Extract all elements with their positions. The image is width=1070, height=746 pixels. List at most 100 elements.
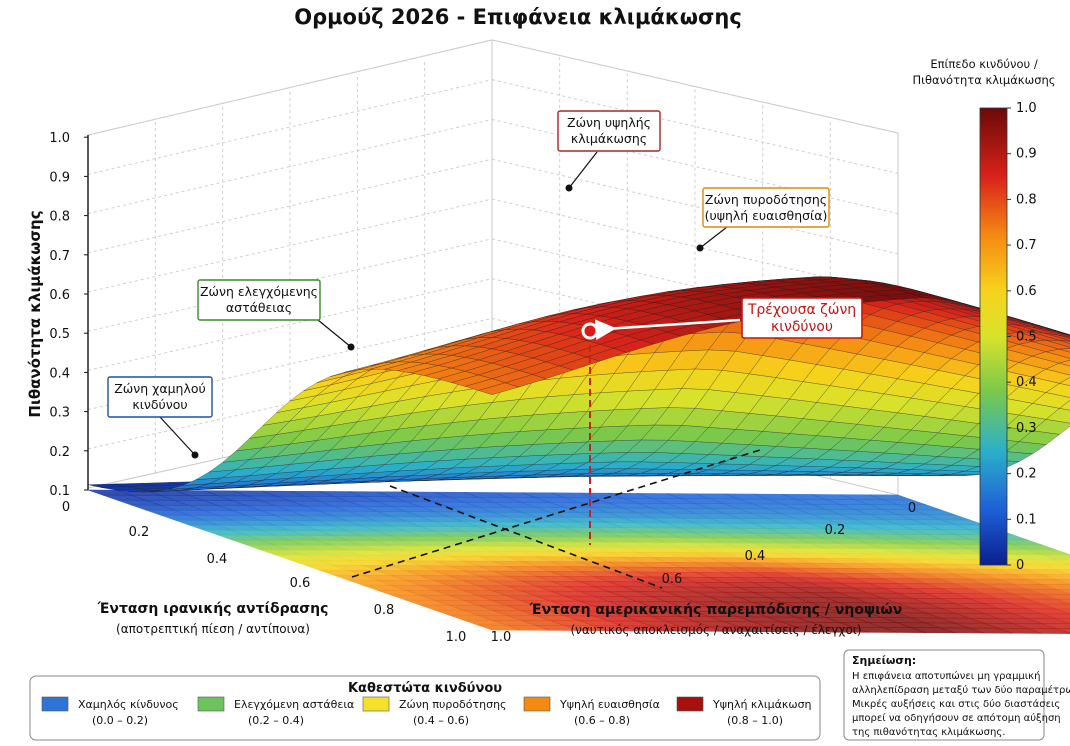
surface-cell (1045, 329, 1070, 338)
surface-cell (1058, 377, 1070, 386)
annotation-low: Ζώνη χαμηλού κινδύνου (107, 376, 213, 459)
x-axis-title: Ένταση ιρανικής αντίδρασης (97, 601, 329, 617)
floor-cell (1041, 593, 1070, 600)
surface-cell (1059, 348, 1070, 353)
svg-text:Υψηλή κλιμάκωση: Υψηλή κλιμάκωση (712, 698, 812, 711)
floor-cell (1041, 574, 1070, 580)
z-axis: 0.1 0.2 0.3 0.4 0.5 0.6 0.7 0.8 0.9 1.0 Πιθανότητ… (26, 131, 89, 499)
svg-text:κινδύνου: κινδύνου (132, 397, 187, 412)
svg-text:Ζώνη χαμηλού: Ζώνη χαμηλού (114, 381, 206, 396)
z-tick-label: 1.0 (49, 131, 70, 146)
floor-cell (1056, 569, 1070, 575)
floor-cell (1027, 549, 1070, 556)
surface-cell (1045, 348, 1070, 359)
x-tick-label: 0.4 (207, 552, 228, 567)
x-axis-ticks: 0 0.2 0.4 0.6 0.8 1.0 (62, 500, 466, 645)
floor-cell (1056, 559, 1070, 565)
floor-cell (1056, 588, 1070, 595)
colorbar-tick-label: 0.2 (1016, 467, 1037, 482)
svg-text:Υψηλή ευαισθησία: Υψηλή ευαισθησία (559, 698, 660, 711)
z-tick-label: 0.1 (49, 484, 70, 499)
svg-text:(υψηλή ευαισθησία): (υψηλή ευαισθησία) (705, 208, 828, 223)
colorbar-tick-label: 0.4 (1016, 375, 1037, 390)
svg-text:Ζώνη ελεγχόμενης: Ζώνη ελεγχόμενης (200, 284, 318, 299)
surface-cell (1032, 419, 1070, 435)
floor-cell (1042, 564, 1070, 571)
colorbar-tick-label: 0.8 (1016, 192, 1037, 207)
annotation-high: Ζώνη υψηλής κλιμάκωσης (557, 110, 661, 192)
svg-text:κλιμάκωσης: κλιμάκωσης (571, 131, 647, 146)
y-tick-label: 0.6 (662, 572, 683, 587)
surface-cell (1031, 392, 1070, 409)
z-tick-label: 0.9 (49, 170, 70, 185)
x-tick-label: 0.8 (374, 603, 395, 618)
y-tick-label: 0.4 (745, 549, 766, 564)
y-tick-label: 1.0 (491, 630, 512, 645)
svg-text:Η επιφάνεια αποτυπώνει μη γραμ: Η επιφάνεια αποτυπώνει μη γραμμική (852, 670, 1040, 682)
y-tick-label: 0 (908, 501, 916, 516)
floor-cell (1042, 554, 1070, 561)
annotation-current: Τρέχουσα ζώνη κινδύνου (594, 297, 863, 341)
svg-text:αλληλεπίδραση μεταξύ των δύο π: αλληλεπίδραση μεταξύ των δύο παραμέτρων. (852, 684, 1070, 696)
annotation-controlled: Ζώνη ελεγχόμενης αστάθειας (197, 279, 355, 351)
legend-item: Ελεγχόμενη αστάθεια (0.2 – 0.4) (197, 696, 354, 727)
svg-text:Χαμηλός κίνδυνος: Χαμηλός κίνδυνος (78, 698, 179, 711)
floor-cell (1056, 608, 1070, 614)
z-tick-label: 0.5 (49, 327, 70, 342)
svg-text:(0.8 – 1.0): (0.8 – 1.0) (727, 714, 783, 727)
x-tick-label: 0.2 (129, 525, 150, 540)
y-axis-subtitle: (ναυτικός αποκλεισμός / αναχαιτίσεις / έ… (570, 623, 861, 637)
chart-title: Ορμούζ 2026 - Επιφάνεια κλιμάκωσης (294, 5, 742, 29)
z-tick-label: 0.2 (49, 445, 70, 460)
z-tick-label: 0.4 (49, 366, 70, 381)
surface-cell (1032, 339, 1070, 350)
svg-text:Πιθανότητα κλιμάκωσης: Πιθανότητα κλιμάκωσης (912, 73, 1055, 87)
x-tick-label: 0 (62, 500, 70, 515)
floor-cell (1056, 598, 1070, 605)
colorbar-tick-label: 0.9 (1016, 147, 1037, 162)
x-tick-label: 0.6 (290, 576, 311, 591)
surface-cell (1045, 327, 1070, 336)
svg-text:μπορεί να οδηγήσουν σε απότομη: μπορεί να οδηγήσουν σε απότομη αύξηση (852, 712, 1061, 724)
surface-cell (1059, 335, 1070, 339)
floor-contour-map (87, 489, 1070, 634)
svg-text:(0.2 – 0.4): (0.2 – 0.4) (248, 714, 304, 727)
surface-cell (1031, 368, 1070, 384)
colorbar-tick-label: 0.5 (1016, 330, 1037, 345)
z-axis-title: Πιθανότητα κλιμάκωσης (26, 210, 44, 417)
svg-text:Ελεγχόμενη αστάθεια: Ελεγχόμενη αστάθεια (234, 698, 354, 711)
annotation-fuse: Ζώνη πυροδότησης (υψηλή ευαισθησία) (696, 187, 830, 252)
surface-cell (1059, 340, 1070, 344)
surface-cell (1032, 332, 1070, 342)
surface-cell (1058, 400, 1070, 411)
surface-cell (1032, 326, 1070, 338)
legend-item: Υψηλή ευαισθησία (0.6 – 0.8) (523, 696, 660, 727)
colorbar-tick-label: 0.7 (1016, 238, 1037, 253)
colorbar-tick-label: 0.3 (1016, 421, 1037, 436)
svg-text:(0.0 – 0.2): (0.0 – 0.2) (92, 714, 148, 727)
svg-text:Μικρές αυξήσεις και στις δύο δ: Μικρές αυξήσεις και στις δύο διαστάσεις (852, 698, 1060, 710)
x-axis-subtitle: (αποτρεπτική πίεση / αντίποινα) (116, 622, 310, 636)
svg-text:Τρέχουσα ζώνη: Τρέχουσα ζώνη (747, 302, 856, 318)
colorbar: Επίπεδο κινδύνου / Πιθανότητα κλιμάκωσης… (912, 57, 1055, 573)
svg-text:Σημείωση:: Σημείωση: (852, 654, 916, 667)
svg-text:Ζώνη υψηλής: Ζώνη υψηλής (567, 115, 651, 130)
svg-text:(0.4 – 0.6): (0.4 – 0.6) (413, 714, 469, 727)
svg-text:Καθεστώτα κινδύνου: Καθεστώτα κινδύνου (348, 681, 502, 696)
z-tick-label: 0.7 (49, 249, 70, 264)
z-tick-label: 0.8 (49, 210, 70, 225)
y-axis-title: Ένταση αμερικανικής παρεμπόδισης / νηοψι… (529, 602, 903, 618)
risk-legend: Καθεστώτα κινδύνου Χαμηλός κίνδυνος (0.0 … (29, 675, 821, 741)
floor-cell (1041, 583, 1070, 590)
svg-text:αστάθειας: αστάθειας (226, 300, 292, 315)
surface-cell (1058, 359, 1070, 367)
floor-cell (1041, 623, 1070, 629)
surface-cell (1045, 339, 1070, 348)
svg-text:(0.6 – 0.8): (0.6 – 0.8) (574, 714, 630, 727)
surface-cell (1045, 383, 1070, 398)
svg-text:κινδύνου: κινδύνου (771, 319, 833, 335)
floor-cell (1041, 603, 1070, 610)
surface-cell (1045, 333, 1070, 341)
colorbar-tick-label: 0.1 (1016, 512, 1037, 527)
